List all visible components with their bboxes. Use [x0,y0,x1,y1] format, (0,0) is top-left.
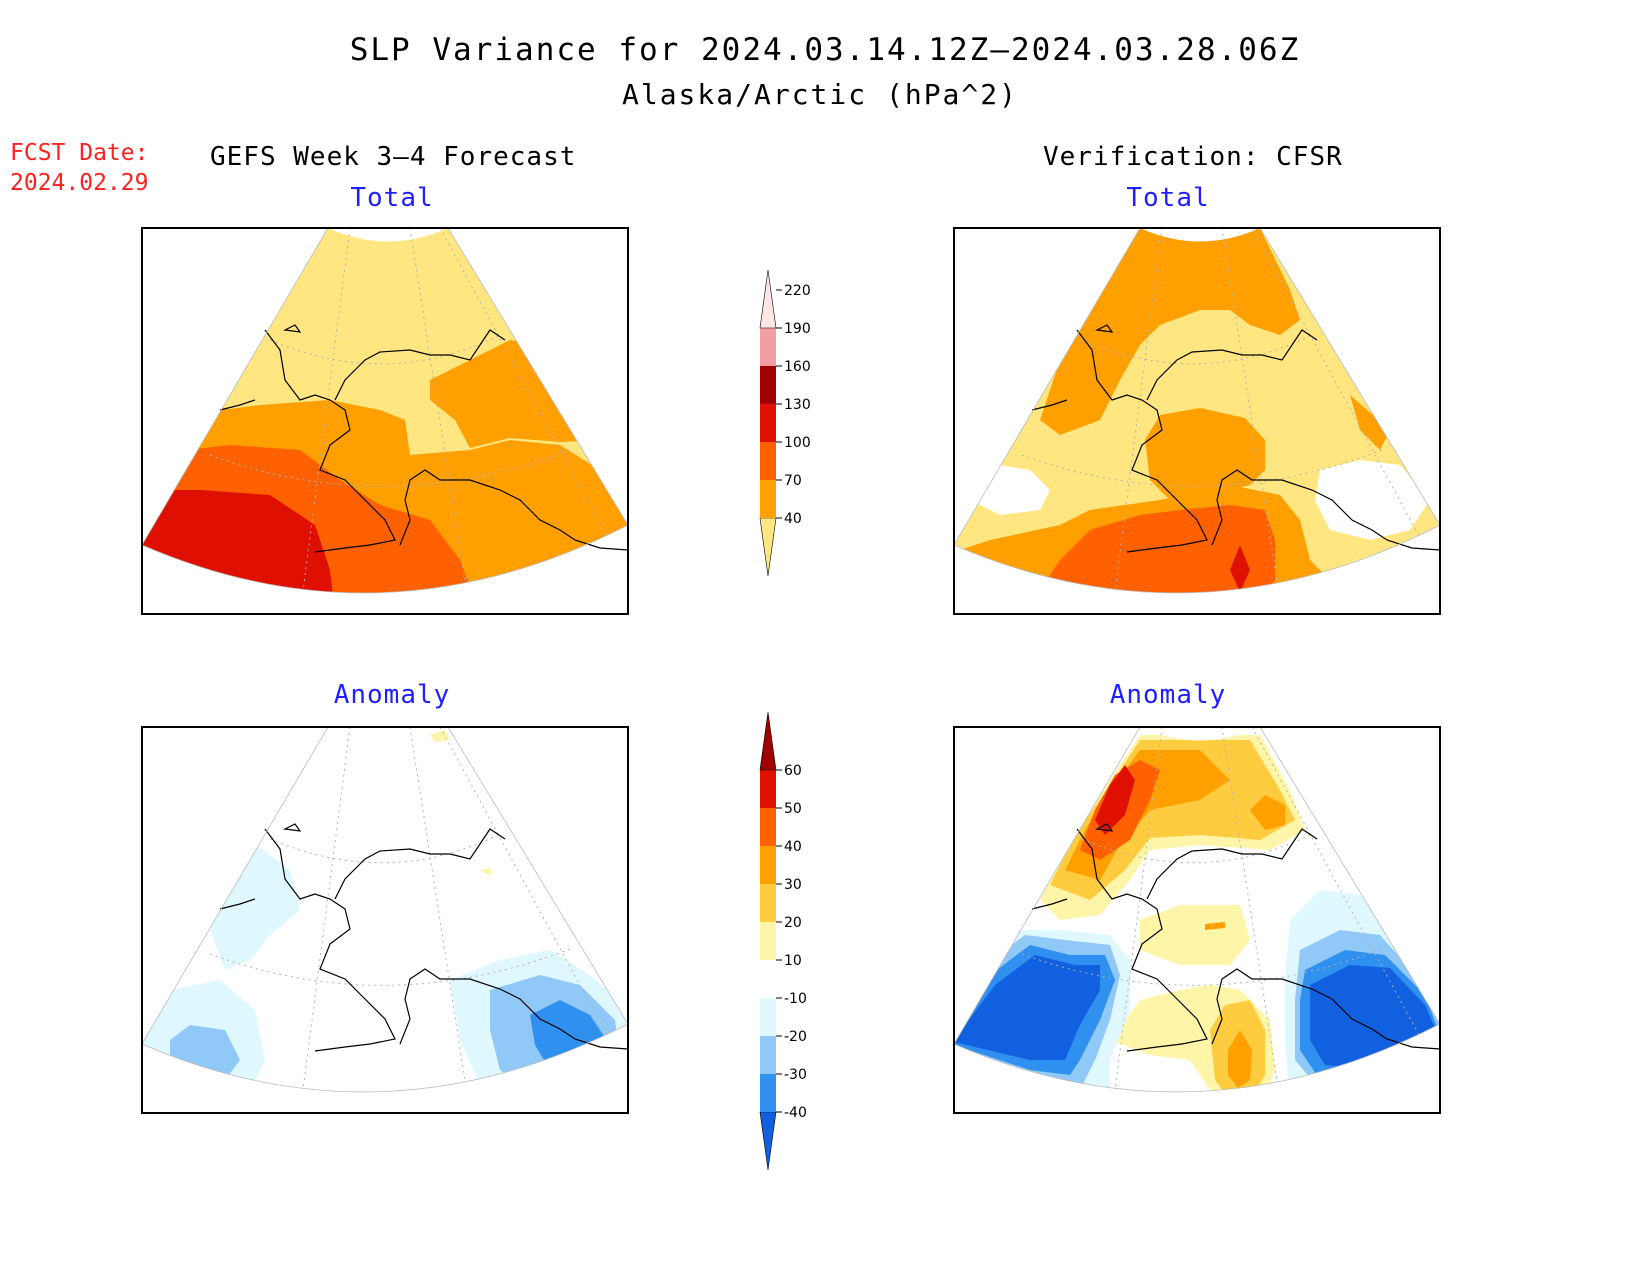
field-below-neg40-east [1310,965,1440,1068]
field-70-100-central [1145,408,1265,500]
colorbar-total-swatch-6 [759,269,777,329]
forecast-anomaly-map [141,726,629,1114]
field-30-40-spot [1205,922,1225,930]
field-30-40-ne [1250,795,1285,830]
colorbar-anomaly-tick-label-3: -10 [784,991,807,1007]
forecast-date: FCST Date: 2024.02.29 [10,138,148,198]
colorbar-anomaly-tick-label-9: 60 [784,763,802,779]
colorbar-total-swatch-2 [760,442,776,480]
panel-frame [141,726,629,1114]
panel-frame [953,227,1441,615]
field-10-20-central [1140,905,1250,965]
chart-title: SLP Variance for 2024.03.14.12Z–2024.03.… [349,32,1301,68]
colorbar-total-tick-label-4: 160 [784,359,811,375]
graticule [981,727,1433,1092]
colorbar-anomaly-tick-label-4: 10 [784,953,802,969]
panel-frame [141,227,629,615]
colorbar-total-swatch-4 [760,366,776,404]
field-10-20-spot [480,868,492,876]
colorbar-total-swatch-5 [760,328,776,366]
forecast-date-label: FCST Date: [10,140,149,166]
colorbar-anomaly-swatch-3 [760,998,776,1036]
colorbar-total-tick-label-5: 190 [784,321,811,337]
field-50-60-north [1095,765,1135,835]
colorbar-anomaly-swatch-6 [760,884,776,922]
graticule [169,228,621,593]
colorbar-total-tick-label-0: 40 [784,511,802,527]
forecast-total-title: Total [350,183,434,213]
colorbar-anomaly-tick-label-8: 50 [784,801,802,817]
colorbar-total-swatch-3 [760,404,776,442]
colorbar-anomaly-tick-label-5: 20 [784,915,802,931]
verification-anomaly-title: Anomaly [1109,680,1227,710]
field-70-100-east [430,340,600,448]
verification-total-map [953,227,1441,615]
coastline [219,324,629,553]
forecast-total-map [141,227,629,615]
verification-header: Verification: CFSR [1043,142,1343,172]
colorbar-anomaly-swatch-5 [760,922,776,960]
chart-subtitle: Alaska/Arctic (hPa^2) [621,78,1018,111]
graticule [169,727,621,1092]
panel-frame [953,726,1441,1114]
colorbar-total-swatch-0 [759,517,777,577]
colorbar-anomaly-swatch-0 [759,1111,777,1171]
field-70-100-south [415,590,440,593]
colorbar-anomaly-swatch-1 [760,1074,776,1112]
colorbar-anomaly-swatch-4 [760,960,776,998]
colorbar-anomaly-swatch-2 [760,1036,776,1074]
colorbar-total-tick-label-3: 130 [784,397,811,413]
colorbar-anomaly-tick-label-2: -20 [784,1029,807,1045]
colorbar-total-tick-label-6: 220 [784,283,811,299]
colorbar-anomaly: -40 -30 -20 -10 10 20 30 40 50 60 [759,711,807,1171]
colorbar-anomaly-swatch-8 [760,808,776,846]
verification-anomaly-map [953,726,1441,1114]
colorbar-total-swatch-1 [760,480,776,518]
graticule [981,228,1433,593]
colorbar-total: 40 70 100 130 160 190 220 [759,269,811,577]
verification-total-title: Total [1126,183,1210,213]
coastline [1031,823,1441,1052]
forecast-date-value: 2024.02.29 [10,170,149,196]
colorbar-total-tick-label-2: 100 [784,435,811,451]
field-neg10-neg20-south [1150,1095,1210,1113]
field-10-20-north [430,730,450,742]
coastline [1031,324,1441,553]
colorbar-anomaly-tick-label-6: 30 [784,877,802,893]
colorbar-anomaly-tick-label-7: 40 [784,839,802,855]
colorbar-anomaly-swatch-10 [759,711,777,771]
forecast-anomaly-title: Anomaly [333,680,451,710]
field-70-100-east [1350,395,1390,450]
colorbar-total-tick-label-1: 70 [784,473,802,489]
colorbar-anomaly-swatch-9 [760,770,776,808]
field-neg10-neg20-north [210,840,300,970]
field-below-40-east [1315,460,1430,540]
field-30-40-south [1228,1030,1252,1088]
coastline [219,823,629,1052]
colorbar-anomaly-swatch-7 [760,846,776,884]
forecast-header: GEFS Week 3–4 Forecast [210,142,577,172]
colorbar-anomaly-tick-label-1: -30 [784,1067,807,1083]
field-130-160 [1230,545,1250,592]
field-below-neg40-west [954,955,1100,1060]
colorbar-anomaly-tick-label-0: -40 [784,1105,807,1121]
